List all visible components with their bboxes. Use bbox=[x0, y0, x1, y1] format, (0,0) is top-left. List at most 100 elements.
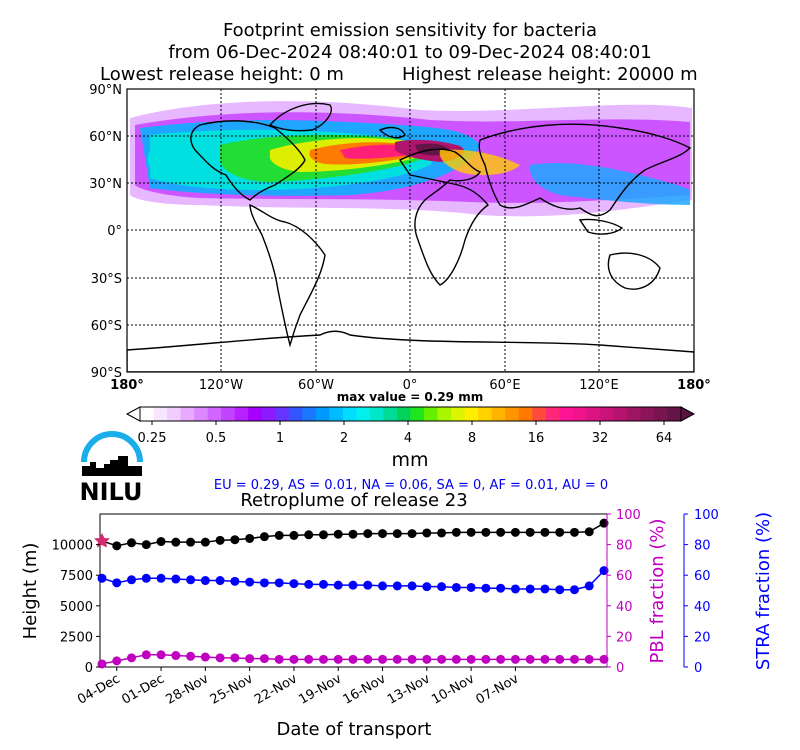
series-point-pbl bbox=[437, 654, 447, 664]
series-point-height bbox=[525, 527, 535, 537]
x-tick-label: 01-Dec bbox=[119, 671, 167, 707]
stra-tick-label: 80 bbox=[694, 539, 711, 554]
pbl-tick-label: 60 bbox=[616, 569, 633, 584]
series-point-stra bbox=[437, 582, 447, 592]
colorbar-cell bbox=[532, 407, 547, 421]
pbl-axis-label: PBL fraction (%) bbox=[647, 519, 668, 664]
colorbar-cell bbox=[329, 407, 344, 421]
pbl-tick-label: 40 bbox=[616, 600, 633, 615]
retroplume-chart: Retroplume of release 23 0 2500 5000 7500 10… bbox=[20, 490, 774, 740]
series-point-height bbox=[599, 518, 609, 528]
series-point-stra bbox=[407, 581, 417, 591]
colorbar-cell bbox=[396, 407, 411, 421]
colorbar-cell bbox=[464, 407, 479, 421]
lon-tick-label: 60°E bbox=[489, 378, 520, 393]
series-point-height bbox=[245, 533, 255, 543]
colorbar-cell bbox=[640, 407, 655, 421]
colorbar-max-extend bbox=[680, 406, 696, 422]
left-tick-label: 7500 bbox=[60, 569, 93, 584]
series-point-height bbox=[540, 527, 550, 537]
logo-skyline bbox=[82, 456, 142, 476]
stra-tick-label: 20 bbox=[694, 630, 711, 645]
stra-axis-label: STRA fraction (%) bbox=[753, 512, 774, 670]
series-point-pbl bbox=[392, 654, 402, 664]
lat-tick-label: 30°N bbox=[89, 177, 122, 192]
series-point-height bbox=[363, 529, 373, 539]
pbl-tick-label: 20 bbox=[616, 630, 633, 645]
colorbar-cell bbox=[275, 407, 290, 421]
series-point-height bbox=[496, 527, 506, 537]
colorbar-cell bbox=[288, 407, 303, 421]
series-point-pbl bbox=[156, 650, 166, 660]
pbl-tick-label: 80 bbox=[616, 539, 633, 554]
colorbar-tick-label: 32 bbox=[592, 431, 609, 446]
colorbar-cell bbox=[207, 407, 222, 421]
series-point-pbl bbox=[422, 654, 432, 664]
lon-tick-label: 0° bbox=[403, 378, 418, 393]
release-star-marker bbox=[94, 533, 110, 548]
map-title-line2: from 06-Dec-2024 08:40:01 to 09-Dec-2024… bbox=[168, 42, 652, 63]
x-tick-label: 16-Nov bbox=[341, 671, 389, 707]
series-point-height bbox=[348, 529, 358, 539]
lat-tick-label: 60°S bbox=[91, 319, 122, 334]
lat-tick-labels: 90°N 60°N 30°N 0° 30°S 60°S 90°S bbox=[89, 83, 122, 381]
series-point-pbl bbox=[378, 654, 388, 664]
colorbar-tick-label: 4 bbox=[404, 431, 412, 446]
x-tick-label: 19-Nov bbox=[296, 671, 344, 707]
series-point-pbl bbox=[112, 656, 122, 666]
left-axis: 0 2500 5000 7500 10000 bbox=[52, 539, 100, 676]
series-point-height bbox=[274, 530, 284, 540]
series-point-pbl bbox=[333, 654, 343, 664]
x-tick-label: 10-Nov bbox=[429, 671, 477, 707]
series-point-stra bbox=[259, 578, 269, 588]
series-point-pbl bbox=[584, 654, 594, 664]
series-point-stra bbox=[540, 584, 550, 594]
colorbar-cell bbox=[153, 407, 168, 421]
series-point-height bbox=[304, 530, 314, 540]
series-point-stra bbox=[451, 582, 461, 592]
series-point-pbl bbox=[127, 653, 137, 663]
chart-title: Retroplume of release 23 bbox=[240, 490, 467, 511]
lat-tick-label: 90°S bbox=[91, 366, 122, 381]
series-point-stra bbox=[112, 578, 122, 588]
pbl-axis: 0 20 40 60 80 100 bbox=[606, 508, 641, 676]
colorbar-cell bbox=[667, 407, 682, 421]
series-point-pbl bbox=[569, 654, 579, 664]
colorbar-cell bbox=[437, 407, 452, 421]
series-point-pbl bbox=[141, 650, 151, 660]
series-point-stra bbox=[481, 583, 491, 593]
series-point-pbl bbox=[348, 654, 358, 664]
series-point-pbl bbox=[245, 654, 255, 664]
map-title-line1: Footprint emission sensitivity for bacte… bbox=[222, 20, 598, 41]
colorbar-cell bbox=[505, 407, 520, 421]
series-point-height bbox=[466, 527, 476, 537]
left-tick-label: 10000 bbox=[52, 539, 93, 554]
series-point-stra bbox=[555, 585, 565, 595]
series-point-pbl bbox=[555, 654, 565, 664]
left-tick-label: 5000 bbox=[60, 600, 93, 615]
colorbar-cell bbox=[248, 407, 263, 421]
series-point-stra bbox=[348, 580, 358, 590]
series-point-pbl bbox=[466, 654, 476, 664]
colorbar-cell bbox=[626, 407, 641, 421]
series-point-stra bbox=[584, 581, 594, 591]
colorbar-cell bbox=[653, 407, 668, 421]
series-point-stra bbox=[378, 581, 388, 591]
series-point-height bbox=[481, 527, 491, 537]
series-point-height bbox=[171, 537, 181, 547]
colorbar-cells bbox=[140, 407, 682, 421]
colorbar-cell bbox=[180, 407, 195, 421]
x-tick-label: 25-Nov bbox=[208, 671, 256, 707]
series-point-stra bbox=[186, 575, 196, 585]
series-point-height bbox=[437, 528, 447, 538]
series-point-height bbox=[186, 537, 196, 547]
series-point-height bbox=[555, 527, 565, 537]
series-point-stra bbox=[422, 582, 432, 592]
x-tick-label: 22-Nov bbox=[252, 671, 300, 707]
series-point-stra bbox=[569, 585, 579, 595]
lon-tick-labels: 180° 120°W 60°W 0° 60°E 120°E 180° bbox=[110, 378, 711, 393]
series-point-stra bbox=[525, 584, 535, 594]
series-point-stra bbox=[215, 576, 225, 586]
colorbar-cell bbox=[369, 407, 384, 421]
